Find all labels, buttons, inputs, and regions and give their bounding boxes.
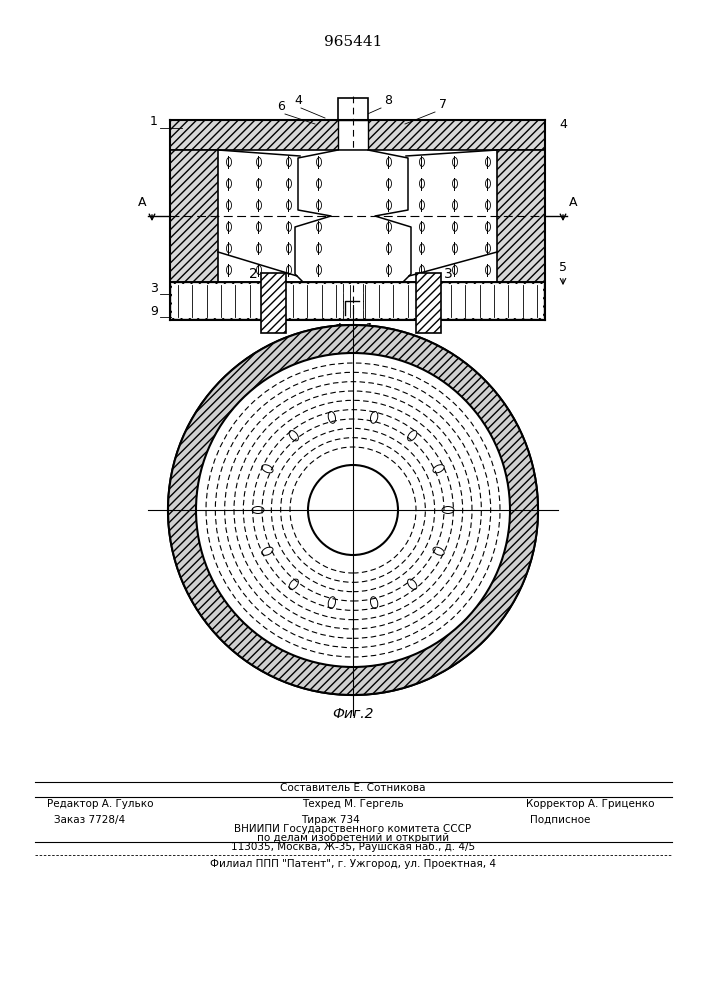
Text: 6: 6 xyxy=(277,100,285,113)
Text: 8: 8 xyxy=(384,94,392,107)
Text: ВНИИПИ Государственного комитета СССР: ВНИИПИ Государственного комитета СССР xyxy=(235,824,472,834)
Text: 9: 9 xyxy=(150,305,158,318)
Bar xyxy=(170,120,545,150)
Bar xyxy=(170,282,545,320)
Bar xyxy=(172,284,543,318)
Text: Редактор А. Гулько: Редактор А. Гулько xyxy=(47,799,153,809)
Circle shape xyxy=(168,325,538,695)
Text: Подписное: Подписное xyxy=(530,815,590,825)
Text: А – А: А – А xyxy=(336,337,370,351)
Bar xyxy=(170,282,545,320)
Bar xyxy=(261,273,286,333)
Text: 7: 7 xyxy=(439,98,447,111)
Text: 4: 4 xyxy=(294,94,302,107)
Bar xyxy=(416,273,441,333)
Bar xyxy=(261,273,286,333)
Text: 3: 3 xyxy=(150,282,158,295)
Bar xyxy=(338,120,368,150)
Text: 2: 2 xyxy=(249,267,257,281)
Text: 3: 3 xyxy=(443,267,452,281)
Text: A: A xyxy=(568,196,577,209)
Bar xyxy=(497,150,545,282)
Text: Фиг.2: Фиг.2 xyxy=(332,707,374,721)
Text: 965441: 965441 xyxy=(324,35,382,49)
Polygon shape xyxy=(295,150,411,282)
Text: Составитель Е. Сотникова: Составитель Е. Сотникова xyxy=(280,783,426,793)
Text: Заказ 7728/4: Заказ 7728/4 xyxy=(54,815,126,825)
Text: Филиал ППП "Патент", г. Ужгород, ул. Проектная, 4: Филиал ППП "Патент", г. Ужгород, ул. Про… xyxy=(210,859,496,869)
Text: Техред М. Гергель: Техред М. Гергель xyxy=(302,799,404,809)
Bar xyxy=(170,150,218,282)
Bar xyxy=(416,273,441,333)
Circle shape xyxy=(308,465,398,555)
Text: Тираж 734: Тираж 734 xyxy=(300,815,359,825)
Text: 5: 5 xyxy=(559,261,567,274)
Bar xyxy=(170,120,545,150)
Text: A: A xyxy=(138,196,146,209)
Text: 4: 4 xyxy=(559,118,567,131)
Text: по делам изобретений и открытий: по делам изобретений и открытий xyxy=(257,833,449,843)
Text: Фиг.1: Фиг.1 xyxy=(332,322,374,336)
Bar xyxy=(338,98,368,120)
Text: Корректор А. Гриценко: Корректор А. Гриценко xyxy=(526,799,654,809)
Bar xyxy=(497,150,545,282)
Text: 1: 1 xyxy=(150,115,158,128)
Bar xyxy=(170,150,218,282)
Text: 113035, Москва, Ж-35, Раушская наб., д. 4/5: 113035, Москва, Ж-35, Раушская наб., д. … xyxy=(231,842,475,852)
